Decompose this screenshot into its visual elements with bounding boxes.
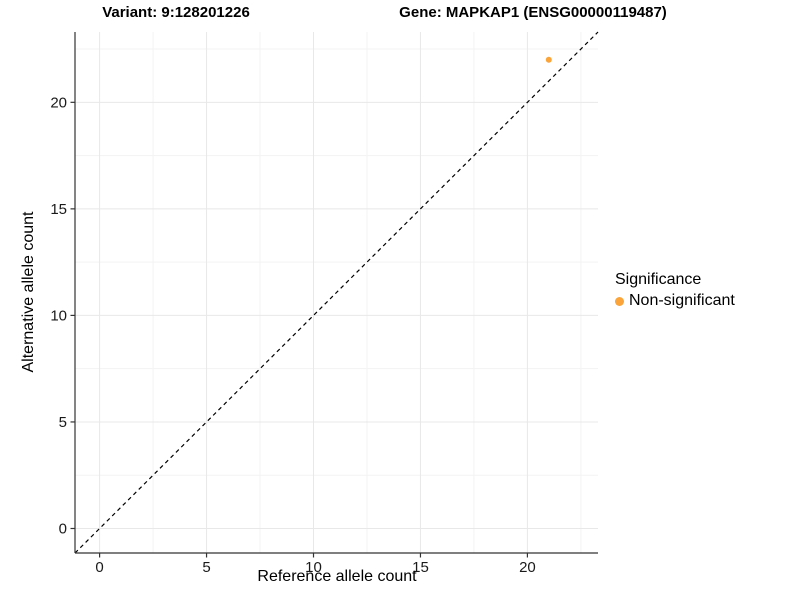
x-axis-title: Reference allele count (257, 568, 417, 585)
variant-title: Variant: 9:128201226 (102, 4, 250, 21)
y-tick-label: 5 (59, 414, 67, 431)
y-tick-label: 0 (59, 520, 67, 537)
legend-point-icon (615, 296, 624, 306)
data-point (545, 56, 552, 63)
gene-title: Gene: MAPKAP1 (ENSG00000119487) (399, 4, 667, 21)
y-tick-label: 20 (50, 94, 67, 111)
legend-item: Non-significant (615, 292, 735, 310)
legend: Significance Non-significant (615, 271, 735, 310)
x-tick-label: 5 (202, 559, 210, 576)
x-tick-label: 20 (519, 559, 536, 576)
y-tick-label: 15 (50, 201, 67, 218)
legend-item-label: Non-significant (629, 292, 735, 309)
x-tick-label: 15 (412, 559, 429, 576)
y-axis-title: Alternative allele count (20, 211, 37, 373)
y-tick-label: 10 (50, 307, 67, 324)
x-tick-label: 10 (305, 559, 322, 576)
legend-title: Significance (615, 271, 702, 288)
x-tick-label: 0 (95, 559, 103, 576)
identity-line (74, 31, 599, 554)
